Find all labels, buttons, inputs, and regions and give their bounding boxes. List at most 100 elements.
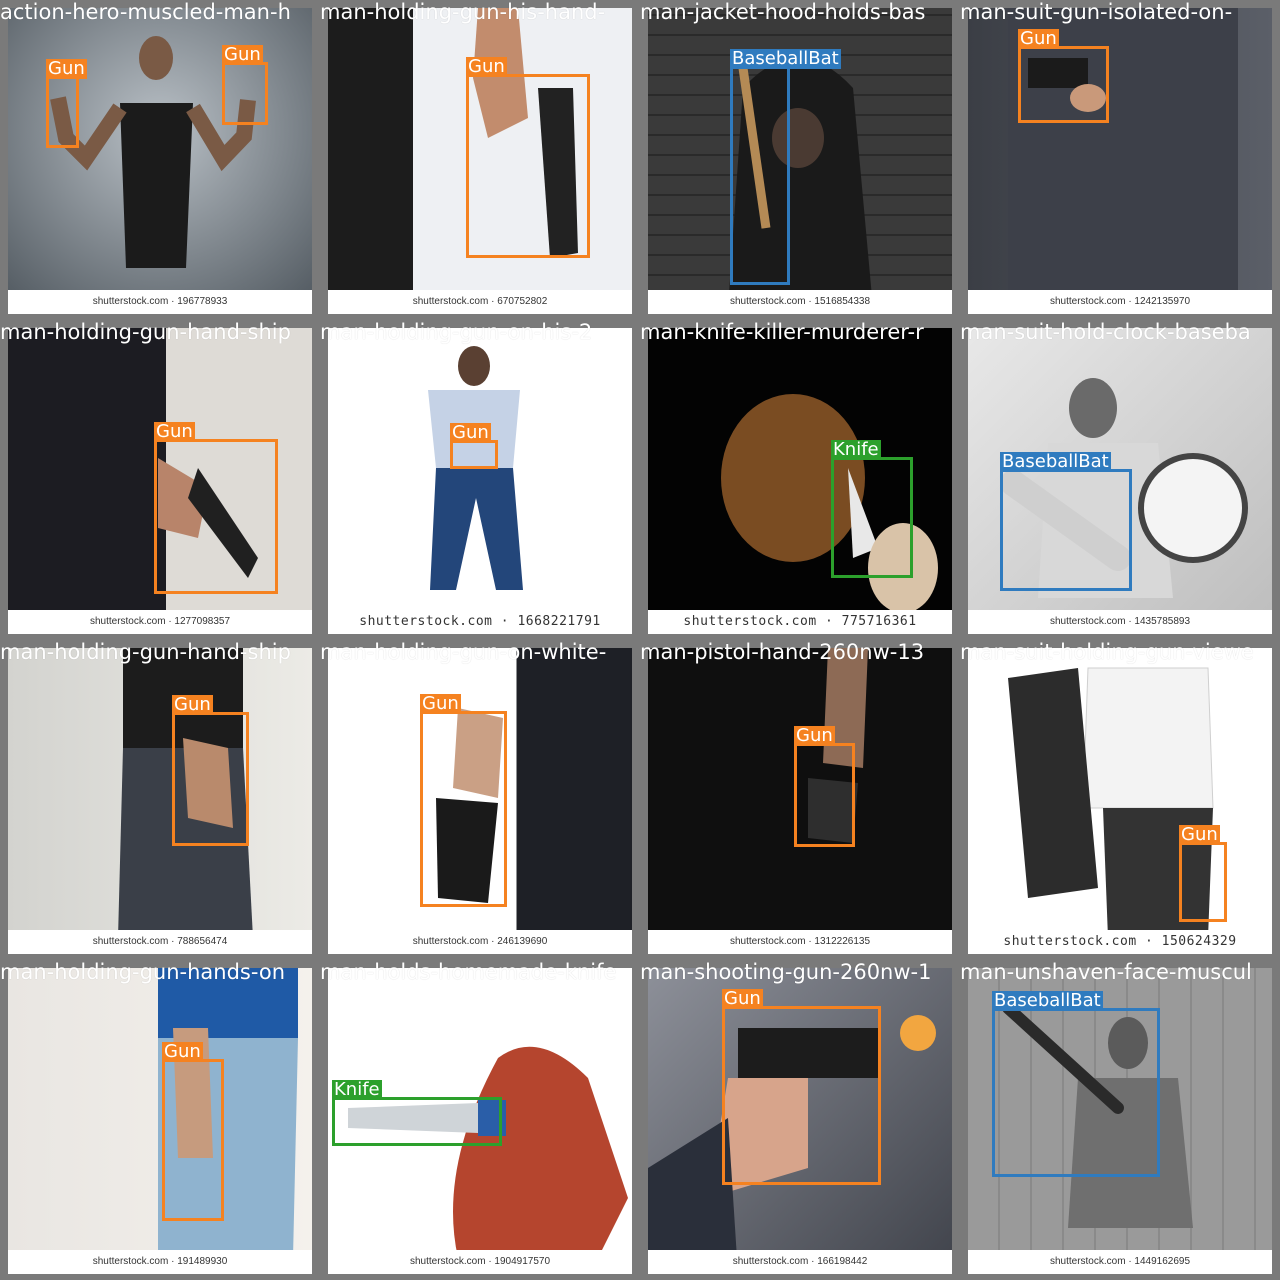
detection-label: BaseballBat xyxy=(992,990,1103,1011)
detection-box: BaseballBat xyxy=(1000,452,1132,591)
image-tile: man-holding-gun-hand-ship shutterstock.c… xyxy=(0,320,320,640)
watermark: shutterstock.com · 191489930 xyxy=(8,1250,312,1274)
photo: shutterstock.com · 246139690 xyxy=(328,648,632,954)
image-tile: man-knife-killer-murderer-r shutterstock… xyxy=(640,320,960,640)
watermark: shutterstock.com · 670752802 xyxy=(328,290,632,314)
watermark: shutterstock.com · 1904917570 xyxy=(328,1250,632,1274)
image-tile: man-holding-gun-hand-ship shutterstock.c… xyxy=(0,640,320,960)
detection-box: Gun xyxy=(722,989,881,1185)
photo: shutterstock.com · 150624329 xyxy=(968,648,1272,954)
detection-box: Gun xyxy=(1018,29,1109,123)
filename-label: man-knife-killer-murderer-r xyxy=(640,320,924,344)
detection-label: Gun xyxy=(222,44,263,65)
image-tile: man-pistol-hand-260nw-13 shutterstock.co… xyxy=(640,640,960,960)
image-tile: man-suit-hold-clock-baseba shutterstock.… xyxy=(960,320,1280,640)
person-figure xyxy=(50,36,256,268)
detection-label: Gun xyxy=(172,694,213,715)
detection-box: Gun xyxy=(46,59,87,148)
detection-box: Gun xyxy=(450,423,498,469)
watermark: shutterstock.com · 246139690 xyxy=(328,930,632,954)
detection-label: Gun xyxy=(722,988,763,1009)
detection-box: Gun xyxy=(420,694,507,907)
watermark: shutterstock.com · 150624329 xyxy=(968,930,1272,954)
hooded-person xyxy=(728,58,873,308)
photo: shutterstock.com · 1449162695 xyxy=(968,968,1272,1274)
filename-label: man-pistol-hand-260nw-13 xyxy=(640,640,925,664)
filename-label: action-hero-muscled-man-h xyxy=(0,0,291,24)
image-tile: man-holding-gun-his-hand- shutterstock.c… xyxy=(320,0,640,320)
photo: shutterstock.com · 1435785893 xyxy=(968,328,1272,634)
photo: shutterstock.com · 1516854338 xyxy=(648,8,952,314)
menacing-face xyxy=(721,394,938,613)
man-with-clock xyxy=(1000,378,1248,598)
watermark: shutterstock.com · 1516854338 xyxy=(648,290,952,314)
filename-label: man-holding-gun-hand-ship xyxy=(0,320,291,344)
image-tile: man-holding-gun-on-his-2 shutterstock.co… xyxy=(320,320,640,640)
detection-label: Knife xyxy=(332,1079,382,1100)
detection-box: Gun xyxy=(466,57,590,258)
watermark: shutterstock.com · 1242135970 xyxy=(968,290,1272,314)
image-tile: man-holds-homemade-knife shutterstock.co… xyxy=(320,960,640,1280)
detection-box: Gun xyxy=(154,422,278,594)
filename-label: man-shooting-gun-260nw-1 xyxy=(640,960,932,984)
watermark: shutterstock.com · 788656474 xyxy=(8,930,312,954)
man-with-bat xyxy=(1002,1002,1193,1228)
filename-label: man-holding-gun-on-his-2 xyxy=(320,320,593,344)
detection-label: Gun xyxy=(154,421,195,442)
detection-label: Gun xyxy=(420,693,461,714)
filename-label: man-suit-holding-gun-viewe xyxy=(960,640,1254,664)
watermark: shutterstock.com · 1277098357 xyxy=(8,610,312,634)
detection-label: Gun xyxy=(466,56,507,77)
filename-label: man-suit-hold-clock-baseba xyxy=(960,320,1251,344)
image-tile: man-holding-gun-on-white- shutterstock.c… xyxy=(320,640,640,960)
hand-shooting-pistol xyxy=(648,1015,936,1274)
detection-label: Knife xyxy=(831,439,881,460)
person-back-view xyxy=(428,346,523,590)
detection-box: BaseballBat xyxy=(730,49,841,285)
person-in-jeans xyxy=(158,968,298,1258)
watermark: shutterstock.com · 166198442 xyxy=(648,1250,952,1274)
detection-box: Gun xyxy=(162,1042,224,1221)
photo: shutterstock.com · 1668221791 xyxy=(328,328,632,634)
watermark: shutterstock.com · 196778933 xyxy=(8,290,312,314)
detection-label: Gun xyxy=(46,58,87,79)
photo: shutterstock.com · 788656474 xyxy=(8,648,312,954)
photo: shutterstock.com · 196778933 xyxy=(8,8,312,314)
filename-label: man-holding-gun-on-white- xyxy=(320,640,607,664)
detection-box: Gun xyxy=(794,726,855,847)
photo: shutterstock.com · 1312226135 xyxy=(648,648,952,954)
filename-label: man-holds-homemade-knife xyxy=(320,960,617,984)
photo: shutterstock.com · 191489930 xyxy=(8,968,312,1274)
watermark: shutterstock.com · 1435785893 xyxy=(968,610,1272,634)
image-tile: man-suit-gun-isolated-on- shutterstock.c… xyxy=(960,0,1280,320)
suited-person xyxy=(1008,8,1238,298)
image-tile: man-suit-holding-gun-viewe shutterstock.… xyxy=(960,640,1280,960)
photo: shutterstock.com · 1242135970 xyxy=(968,8,1272,314)
image-tile: man-shooting-gun-260nw-1 shutterstock.co… xyxy=(640,960,960,1280)
detection-label: Gun xyxy=(794,725,835,746)
image-tile: man-holding-gun-hands-on shutterstock.co… xyxy=(0,960,320,1280)
detection-label: Gun xyxy=(162,1041,203,1062)
detection-box: Gun xyxy=(1179,825,1227,922)
filename-label: man-suit-gun-isolated-on- xyxy=(960,0,1233,24)
filename-label: man-holding-gun-his-hand- xyxy=(320,0,606,24)
filename-label: man-jacket-hood-holds-bas xyxy=(640,0,926,24)
watermark: shutterstock.com · 1449162695 xyxy=(968,1250,1272,1274)
detection-box: Knife xyxy=(332,1080,502,1146)
detection-label: Gun xyxy=(1018,28,1059,49)
detection-box: BaseballBat xyxy=(992,991,1160,1177)
photo: shutterstock.com · 1277098357 xyxy=(8,328,312,634)
hand-with-pistol xyxy=(158,458,258,578)
filename-label: man-unshaven-face-muscul xyxy=(960,960,1252,984)
filename-label: man-holding-gun-hands-on xyxy=(0,960,285,984)
watermark: shutterstock.com · 775716361 xyxy=(648,610,952,634)
image-tile: man-unshaven-face-muscul shutterstock.co… xyxy=(960,960,1280,1280)
detection-box: Gun xyxy=(172,695,249,846)
image-tile: man-jacket-hood-holds-bas shutterstock.c… xyxy=(640,0,960,320)
watermark: shutterstock.com · 1312226135 xyxy=(648,930,952,954)
photo: shutterstock.com · 775716361 xyxy=(648,328,952,634)
detection-label: Gun xyxy=(450,422,491,443)
image-tile: action-hero-muscled-man-h shutterstock.c… xyxy=(0,0,320,320)
detection-label: Gun xyxy=(1179,824,1220,845)
